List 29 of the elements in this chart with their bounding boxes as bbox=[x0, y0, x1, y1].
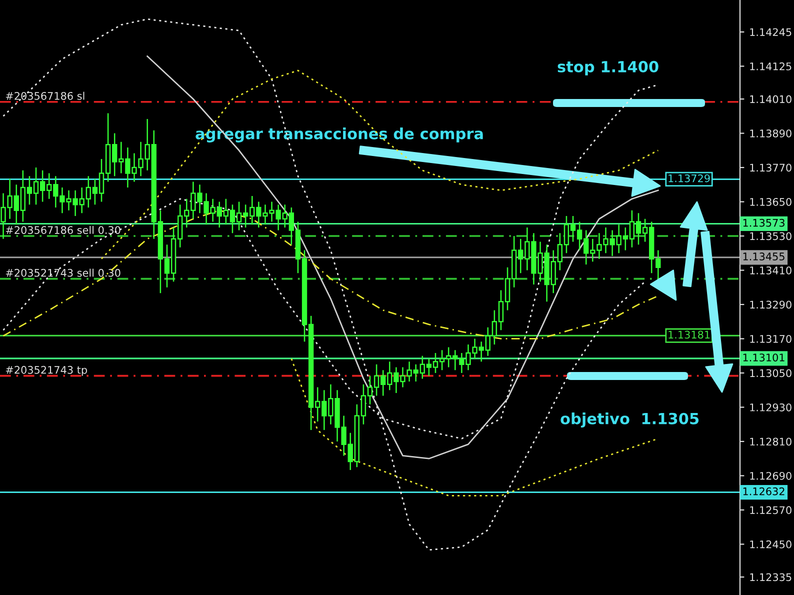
y-tick-label: 1.14010 bbox=[750, 95, 792, 104]
y-tick-label: 1.13410 bbox=[750, 266, 792, 274]
y-tick-label: 1.12930 bbox=[750, 403, 792, 412]
ref-line-label: #203567186 sell 0.30 bbox=[6, 226, 120, 234]
ref-line-label: #203567186 sl bbox=[6, 92, 84, 100]
y-tick-label: 1.13290 bbox=[750, 300, 792, 309]
y-tick-label: 1.13890 bbox=[750, 129, 792, 138]
annotation: objetivo 1.1305 bbox=[560, 412, 699, 428]
y-tick-label: 1.12810 bbox=[750, 438, 792, 446]
annotation: stop 1.1400 bbox=[558, 60, 658, 76]
y-tick-label: 1.13170 bbox=[750, 334, 792, 343]
ref-line-label: 1.13101 bbox=[743, 354, 784, 362]
y-tick-label: 1.14245 bbox=[750, 28, 792, 36]
ref-line-label: #203521743 tp bbox=[6, 366, 87, 376]
y-tick-label: 1.13650 bbox=[750, 198, 792, 206]
ref-line-label: 1.13455 bbox=[743, 252, 784, 260]
y-tick-label: 1.13050 bbox=[750, 369, 792, 378]
ref-line-label: 1.13729 bbox=[668, 174, 710, 182]
ref-line-label: 1.13573 bbox=[743, 218, 784, 227]
y-tick-label: 1.12335 bbox=[750, 573, 792, 582]
ref-line-label: #203521743 sell 0.30 bbox=[6, 268, 120, 277]
y-tick-label: 1.12450 bbox=[750, 540, 792, 548]
y-tick-label: 1.13530 bbox=[750, 232, 792, 240]
y-tick-label: 1.14125 bbox=[750, 62, 792, 70]
ref-line-label: 1.12632 bbox=[743, 487, 784, 496]
y-tick-label: 1.12570 bbox=[750, 506, 792, 514]
y-tick-label: 1.13770 bbox=[750, 164, 792, 172]
y-tick-label: 1.12690 bbox=[750, 472, 792, 480]
ref-line-label: 1.13181 bbox=[668, 330, 710, 339]
